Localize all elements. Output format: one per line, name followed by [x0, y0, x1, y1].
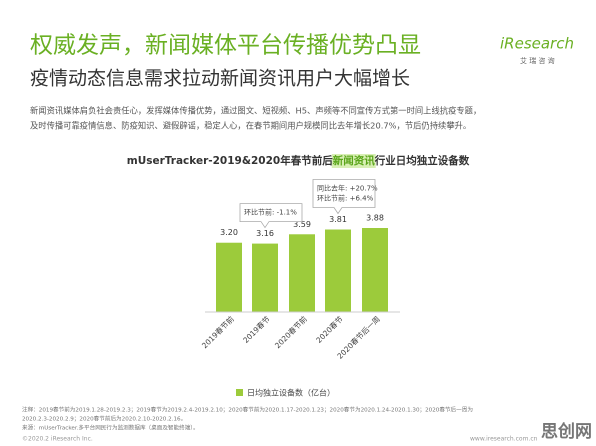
- value-label: 3.81: [329, 215, 347, 224]
- bar: [289, 234, 315, 312]
- note: 2020.2.3-2020.2.9；2020春节前后为2020.2.10-202…: [22, 415, 186, 423]
- note: 注释：2019春节前为2019.1.28-2019.2.3；2019春节为201…: [22, 406, 473, 414]
- legend-label: 日均独立设备数（亿台）: [247, 388, 335, 398]
- copyright: ©2020.2 iResearch Inc.: [22, 436, 93, 443]
- legend-swatch: [236, 389, 243, 396]
- value-label: 3.88: [366, 214, 384, 223]
- callout-text: 环比节前: +6.4%: [317, 194, 374, 203]
- callout-box: [239, 203, 303, 229]
- bar: [252, 243, 278, 312]
- note: 来源：mUserTracker.多平台网民行为监测数据库（桌面及智能终端）。: [22, 424, 199, 432]
- callout-text: 同比去年: +20.7%: [317, 184, 378, 193]
- bar: [362, 228, 388, 312]
- logo: iResearch: [500, 35, 574, 53]
- bar: [216, 242, 242, 312]
- value-label: 3.20: [220, 228, 238, 237]
- logo-tagline: 艾 瑞 咨 询: [520, 56, 555, 65]
- chart-title-text: mUserTracker-2019&2020年春节前后新闻资讯行业日均独立设备数: [127, 154, 470, 167]
- callout-text: 环比节前: -1.1%: [244, 208, 297, 217]
- value-label: 3.59: [293, 220, 311, 229]
- slide-subtitle: 疫情动态信息需求拉动新闻资讯用户大幅增长: [30, 68, 410, 90]
- chart-title-part: 行业日均独立设备数: [374, 154, 470, 167]
- body-text: 及时传播可靠疫情信息、防疫知识、避假辟谣，稳定人心，在春节期间用户规模同比去年增…: [30, 121, 471, 131]
- plot: 3.202019春节前3.162019春节3.592020春节前3.812020…: [199, 179, 400, 398]
- chart-title-part: mUserTracker-2019&2020年春节前后: [127, 154, 333, 167]
- bar: [325, 229, 351, 312]
- chart-title-part: 新闻资讯: [333, 154, 375, 167]
- title-highlight: [331, 154, 376, 168]
- website: www.iresearch.com.cn: [470, 436, 538, 443]
- watermark: 思创网: [541, 421, 592, 442]
- slide-title: 权威发声，新闻媒体平台传播优势凸显: [30, 33, 421, 59]
- body-text: 新闻资讯媒体肩负社会责任心，发挥媒体传播优势，通过图文、短视频、H5、声频等不同…: [30, 106, 481, 116]
- callout-box: [312, 179, 376, 215]
- chart-title: mUserTracker-2019&2020年春节前后新闻资讯行业日均独立设备数: [127, 154, 470, 168]
- value-label: 3.16: [256, 229, 274, 238]
